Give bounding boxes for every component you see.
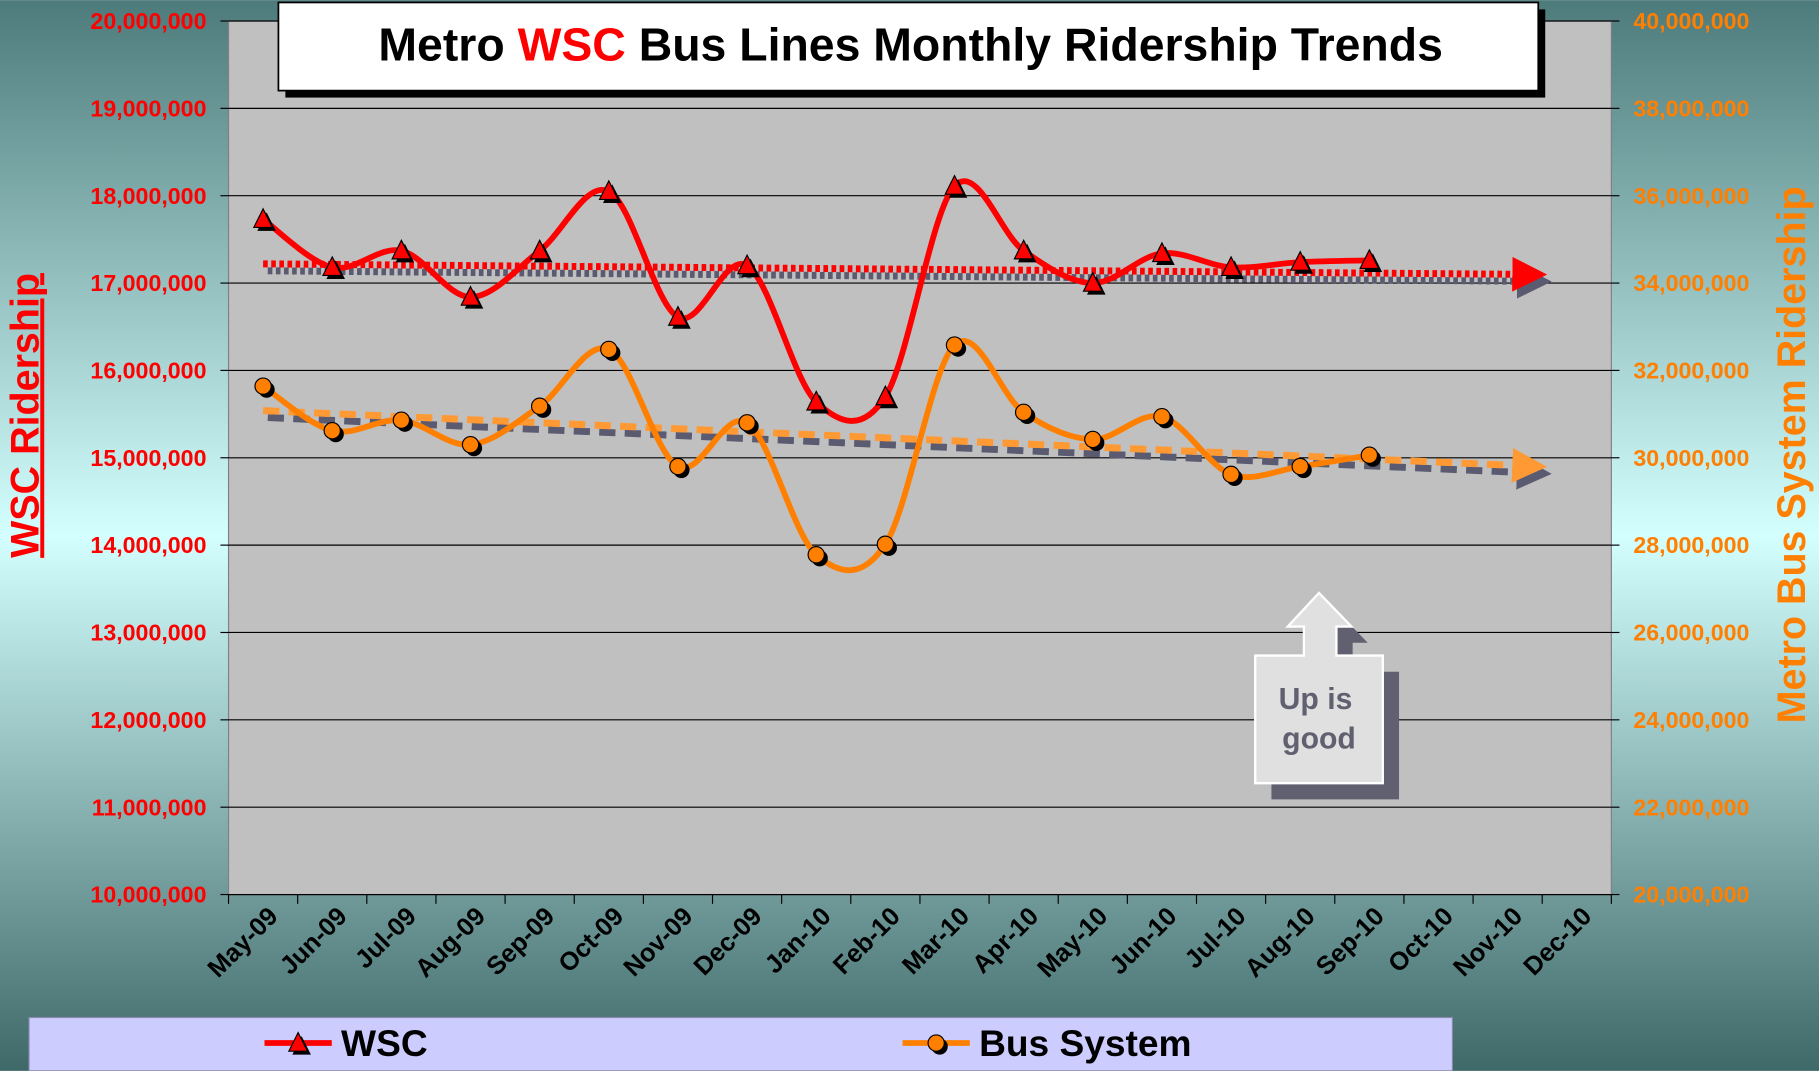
y2-tick-label: 20,000,000 (1633, 882, 1749, 908)
y-tick-label: 17,000,000 (90, 270, 206, 296)
marker (323, 421, 341, 440)
y2-tick-label: 26,000,000 (1633, 620, 1749, 646)
marker (1084, 430, 1102, 449)
y-tick-label: 13,000,000 (90, 620, 206, 646)
title-part: WSC (518, 18, 626, 70)
y2-tick-label: 30,000,000 (1633, 445, 1749, 471)
marker (736, 253, 758, 275)
y-tick-label: 10,000,000 (90, 882, 206, 908)
legend (28, 1016, 1453, 1071)
marker (530, 397, 549, 415)
marker (1359, 248, 1380, 270)
marker (1153, 408, 1171, 426)
y2-tick-label: 38,000,000 (1633, 95, 1749, 121)
marker (1013, 239, 1034, 260)
marker (669, 457, 687, 476)
marker (807, 546, 825, 564)
series-lines (252, 174, 1383, 574)
trendline-shadow (267, 263, 1552, 299)
marker (392, 411, 411, 429)
marker (287, 1031, 309, 1052)
legend-label: WSC (341, 1022, 428, 1064)
marker (1360, 446, 1379, 464)
trendline (263, 256, 1548, 292)
marker (391, 239, 412, 260)
marker (806, 390, 827, 411)
callout: Up is good (1254, 591, 1400, 800)
y-tick-label: 12,000,000 (90, 707, 206, 733)
marker (875, 384, 896, 406)
title-part: Bus Lines Monthly Ridership Trends (639, 18, 1443, 70)
callout-arrow (1254, 591, 1384, 785)
title-box (277, 1, 1540, 92)
y2-tick-label: 34,000,000 (1633, 270, 1749, 296)
y2-tick-label: 40,000,000 (1633, 8, 1749, 34)
marker (1291, 457, 1309, 476)
y-tick-label: 14,000,000 (90, 532, 206, 558)
y-tick-label: 20,000,000 (90, 8, 206, 34)
callout-text: Up is (1279, 683, 1353, 716)
y2-axis-label: Metro Bus System Ridership (1770, 186, 1814, 723)
marker (600, 340, 618, 359)
marker (529, 239, 550, 260)
y-tick-label: 11,000,000 (92, 794, 207, 820)
marker (1220, 255, 1242, 277)
y-axis-label: WSC Ridership (3, 273, 47, 558)
marker (876, 535, 895, 553)
y-tick-label: 16,000,000 (90, 358, 206, 384)
marker (927, 1034, 945, 1052)
marker (460, 285, 481, 306)
y-tick-label: 19,000,000 (90, 95, 206, 121)
y-tick-label: 15,000,000 (90, 445, 206, 471)
y-tick-label: 18,000,000 (90, 183, 206, 209)
marker (667, 305, 689, 326)
y2-tick-label: 24,000,000 (1633, 707, 1749, 733)
marker (1222, 465, 1240, 484)
marker (738, 414, 756, 432)
callout-text: good (1282, 722, 1356, 755)
marker (252, 207, 274, 228)
chart-title: Metro WSC Bus Lines Monthly Ridership Tr… (378, 18, 1443, 70)
marker (945, 336, 964, 354)
y2-tick-label: 28,000,000 (1633, 532, 1749, 558)
marker (1014, 403, 1033, 422)
marker (1289, 250, 1311, 271)
title-part: Metro (378, 18, 504, 70)
marker (1151, 241, 1173, 263)
marker (322, 255, 343, 277)
marker (944, 174, 965, 195)
legend-label: Bus System (979, 1022, 1191, 1064)
marker (1082, 271, 1104, 292)
marker (598, 179, 620, 201)
marker (254, 377, 272, 395)
legend-items: WSC Bus System (264, 1022, 1192, 1064)
y2-tick-label: 22,000,000 (1633, 794, 1749, 820)
trendline (262, 407, 1548, 483)
marker (461, 435, 480, 454)
y2-tick-label: 36,000,000 (1633, 183, 1749, 209)
y2-tick-label: 32,000,000 (1633, 358, 1749, 384)
